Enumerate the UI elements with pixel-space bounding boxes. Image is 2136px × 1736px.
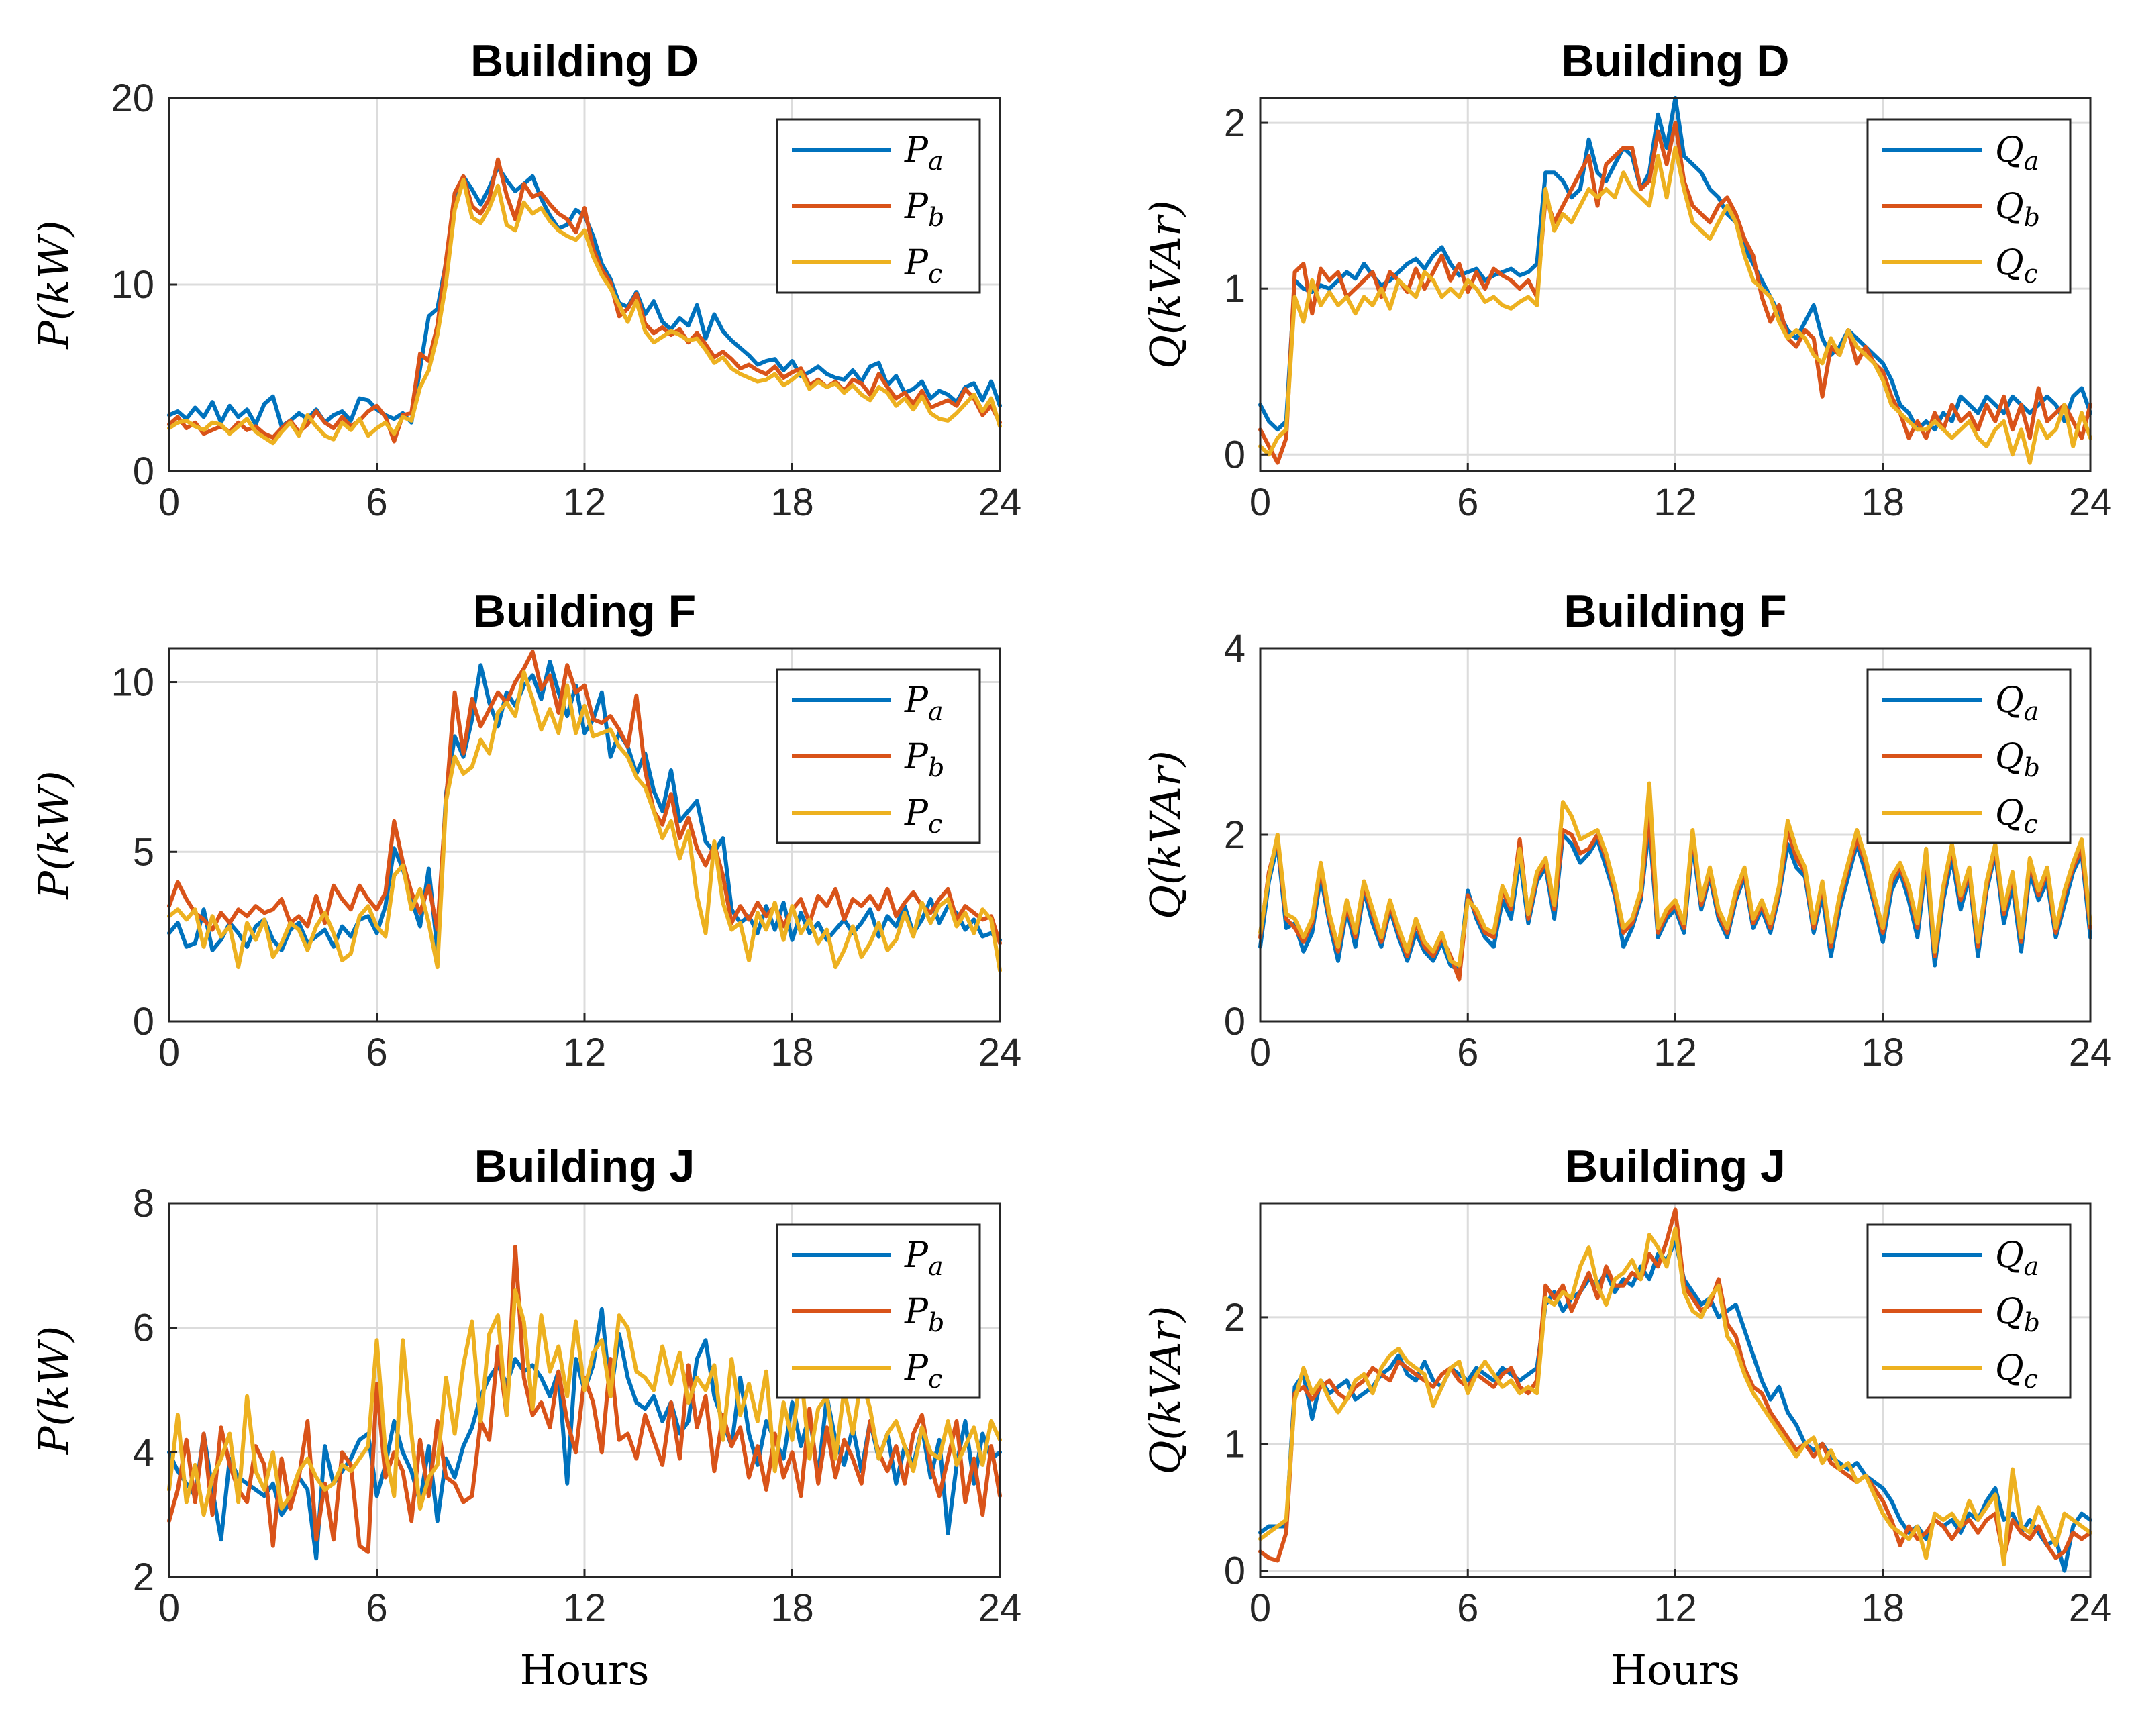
legend-entry: Qc <box>1995 243 2038 289</box>
x-tick-label: 18 <box>770 1031 814 1074</box>
x-tick-label: 18 <box>1861 1586 1904 1630</box>
x-tick-label: 0 <box>1250 1031 1271 1074</box>
chart-title: Building D <box>1562 36 1790 87</box>
y-axis-label: P(kW) <box>30 220 79 349</box>
y-tick-label: 0 <box>1224 1549 1245 1593</box>
x-tick-label: 24 <box>978 480 1022 524</box>
x-tick-label: 0 <box>158 1031 180 1074</box>
y-tick-label: 0 <box>133 450 154 493</box>
series-line-Qb <box>1258 1207 2092 1563</box>
y-tick-label: 6 <box>133 1307 154 1350</box>
chart-title: Building J <box>474 1141 695 1192</box>
y-axis-label: Q(kVAr) <box>1141 200 1190 369</box>
x-tick-label: 6 <box>1457 1586 1478 1630</box>
x-tick-label: 24 <box>978 1031 1022 1074</box>
y-tick-label: 4 <box>133 1431 154 1474</box>
y-axis-label: Q(kVAr) <box>1141 750 1190 919</box>
y-tick-label: 10 <box>111 661 154 705</box>
x-tick-label: 6 <box>366 480 387 524</box>
chart-title: Building J <box>1565 1141 1786 1192</box>
x-tick-label: 24 <box>2069 1031 2113 1074</box>
y-tick-label: 20 <box>111 76 154 120</box>
x-tick-label: 18 <box>770 1586 814 1630</box>
x-tick-label: 0 <box>158 1586 180 1630</box>
y-tick-label: 0 <box>1224 1000 1245 1043</box>
x-tick-label: 0 <box>158 480 180 524</box>
x-axis-label: Hours <box>1611 1645 1740 1694</box>
x-tick-label: 24 <box>978 1586 1022 1630</box>
x-tick-label: 18 <box>1861 1031 1904 1074</box>
y-tick-label: 2 <box>1224 813 1245 857</box>
x-tick-label: 12 <box>1654 480 1697 524</box>
x-tick-label: 6 <box>1457 480 1478 524</box>
y-tick-label: 8 <box>133 1182 154 1225</box>
x-axis-label: Hours <box>520 1645 650 1694</box>
y-tick-label: 5 <box>133 830 154 874</box>
legend-entry: Pc <box>904 793 942 839</box>
y-tick-label: 0 <box>133 1000 154 1043</box>
legend-entry: Pb <box>904 1292 944 1337</box>
legend-entry: Qb <box>1995 737 2040 782</box>
series-line-Pb <box>167 157 1002 444</box>
series-line-Qc <box>1258 146 2092 465</box>
x-tick-label: 0 <box>1250 480 1271 524</box>
y-tick-label: 0 <box>1224 433 1245 476</box>
series-line-Pb <box>167 650 1002 946</box>
y-tick-label: 1 <box>1224 1423 1245 1466</box>
x-tick-label: 12 <box>1654 1031 1697 1074</box>
x-tick-label: 12 <box>563 1586 607 1630</box>
x-tick-label: 6 <box>366 1031 387 1074</box>
legend-entry: Qc <box>1995 793 2038 839</box>
x-tick-label: 18 <box>1861 480 1904 524</box>
y-axis-label: P(kW) <box>30 770 79 899</box>
y-tick-label: 2 <box>133 1555 154 1599</box>
x-tick-label: 12 <box>563 1031 607 1074</box>
series-line-Pa <box>167 660 1002 952</box>
y-tick-label: 1 <box>1224 267 1245 311</box>
y-tick-label: 2 <box>1224 101 1245 145</box>
y-tick-label: 4 <box>1224 627 1245 670</box>
series-line-Pc <box>167 178 1002 446</box>
chart-title: Building F <box>1564 586 1786 637</box>
series-line-Pc <box>167 670 1002 973</box>
y-tick-label: 2 <box>1224 1296 1245 1339</box>
chart-title: Building F <box>473 586 696 637</box>
y-axis-label: Q(kVAr) <box>1141 1306 1190 1475</box>
x-tick-label: 0 <box>1250 1586 1271 1630</box>
x-tick-label: 6 <box>366 1586 387 1630</box>
x-tick-label: 6 <box>1457 1031 1478 1074</box>
x-tick-label: 12 <box>563 480 607 524</box>
chart-title: Building D <box>470 36 699 87</box>
x-tick-label: 24 <box>2069 1586 2113 1630</box>
x-tick-label: 12 <box>1654 1586 1697 1630</box>
x-tick-label: 24 <box>2069 480 2113 524</box>
series-line-Qc <box>1258 1226 2092 1567</box>
y-axis-label: P(kW) <box>30 1326 79 1455</box>
series-line-Qc <box>1258 781 2092 968</box>
x-tick-label: 18 <box>770 480 814 524</box>
y-tick-label: 10 <box>111 263 154 307</box>
